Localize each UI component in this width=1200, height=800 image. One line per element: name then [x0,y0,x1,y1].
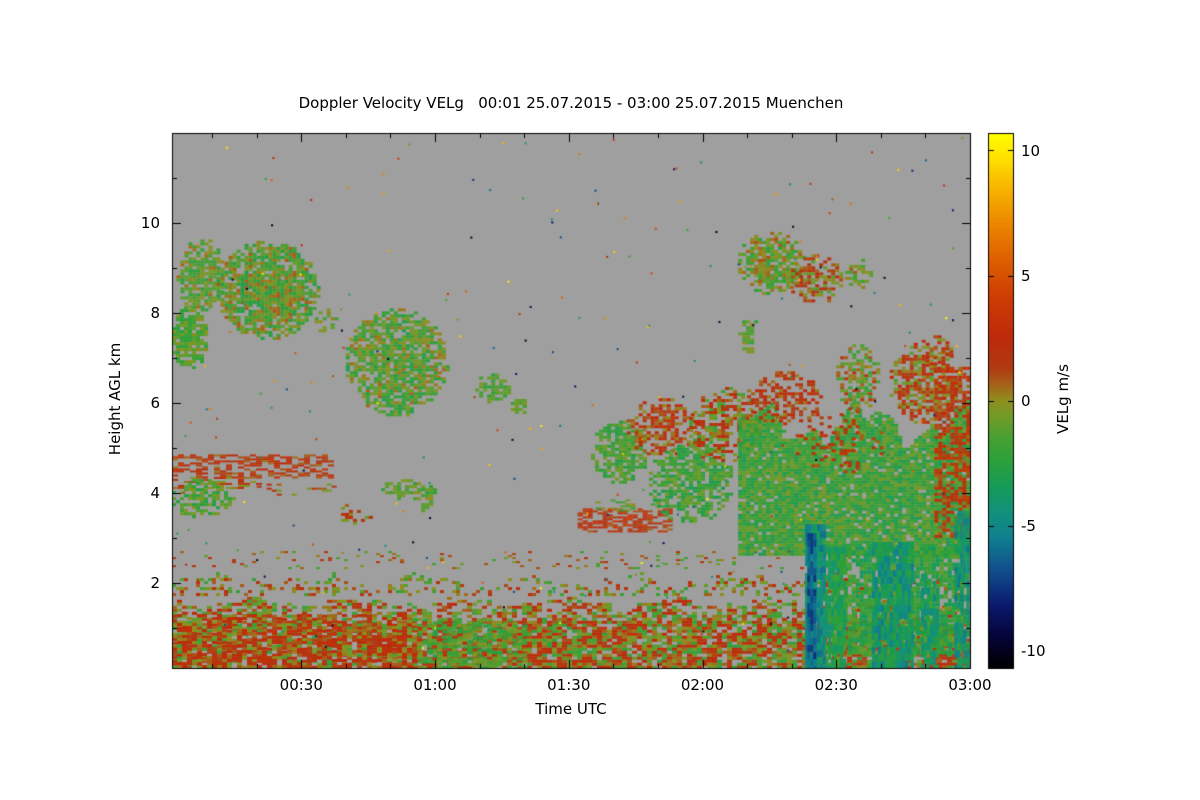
y-tick-label: 2 [150,573,160,592]
x-tick-label: 02:30 [814,676,858,694]
y-tick-label: 10 [140,213,160,232]
x-tick-label: 02:00 [680,676,725,694]
y-tick-label: 4 [150,483,160,502]
colorbar-tick-label: 5 [1021,266,1031,285]
colorbar-tick-label: 0 [1021,391,1031,410]
colorbar-tick-label: -5 [1021,516,1036,535]
colorbar-tick-label: 10 [1021,141,1041,160]
colorbar-tick-label: -10 [1021,641,1046,660]
x-tick-label: 01:00 [413,676,457,694]
y-tick-label: 6 [150,393,160,412]
x-tick-label: 03:00 [948,676,992,694]
chart-title: Doppler Velocity VELg 00:01 25.07.2015 -… [298,94,844,112]
x-tick-label: 01:30 [547,676,591,694]
y-tick-label: 8 [150,303,160,322]
x-axis-title: Time UTC [535,700,607,718]
x-tick-label: 00:30 [279,676,323,694]
